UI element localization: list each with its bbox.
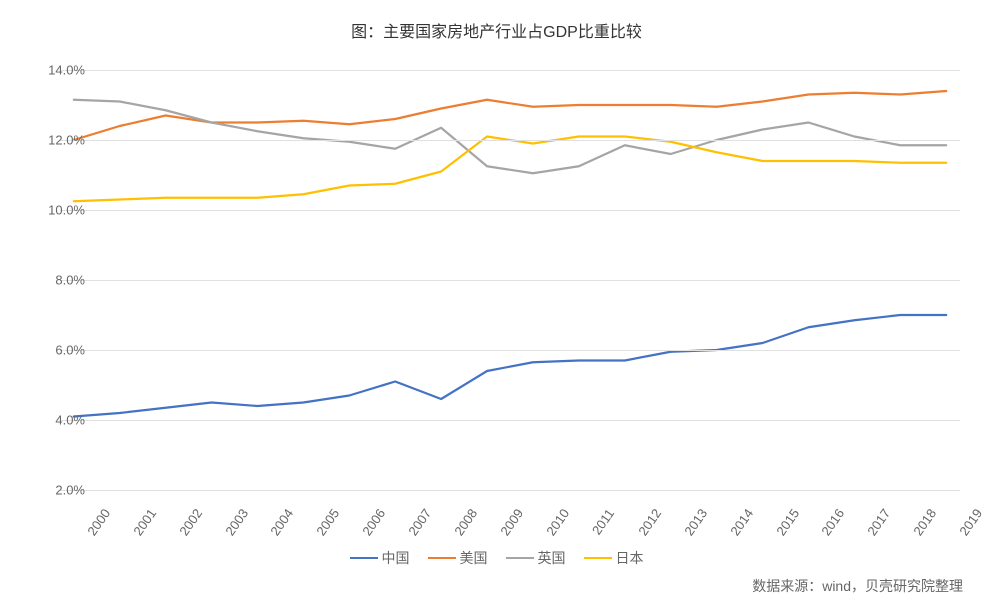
legend-item: 美国 [428, 548, 488, 568]
legend-label: 中国 [382, 548, 410, 568]
source-text: 数据来源：wind，贝壳研究院整理 [752, 576, 963, 596]
legend-label: 日本 [616, 548, 644, 568]
y-tick-label: 8.0% [35, 273, 85, 288]
chart-title: 图：主要国家房地产行业占GDP比重比较 [0, 18, 993, 42]
legend-label: 英国 [538, 548, 566, 568]
series-line [74, 100, 946, 174]
gridline [60, 70, 960, 71]
y-tick-label: 10.0% [35, 203, 85, 218]
y-tick-label: 4.0% [35, 413, 85, 428]
series-line [74, 315, 946, 417]
gridline [60, 350, 960, 351]
legend-swatch [584, 557, 612, 559]
legend-swatch [350, 557, 378, 559]
y-tick-label: 6.0% [35, 343, 85, 358]
gridline [60, 280, 960, 281]
legend-swatch [506, 557, 534, 559]
legend-swatch [428, 557, 456, 559]
series-line [74, 91, 946, 140]
y-tick-label: 12.0% [35, 133, 85, 148]
gridline [60, 140, 960, 141]
legend-item: 日本 [584, 548, 644, 568]
gridline [60, 420, 960, 421]
legend-item: 英国 [506, 548, 566, 568]
legend-label: 美国 [460, 548, 488, 568]
gridline [60, 490, 960, 491]
y-tick-label: 14.0% [35, 63, 85, 78]
legend: 中国 美国 英国 日本 [0, 548, 993, 568]
y-tick-label: 2.0% [35, 483, 85, 498]
gridline [60, 210, 960, 211]
legend-item: 中国 [350, 548, 410, 568]
